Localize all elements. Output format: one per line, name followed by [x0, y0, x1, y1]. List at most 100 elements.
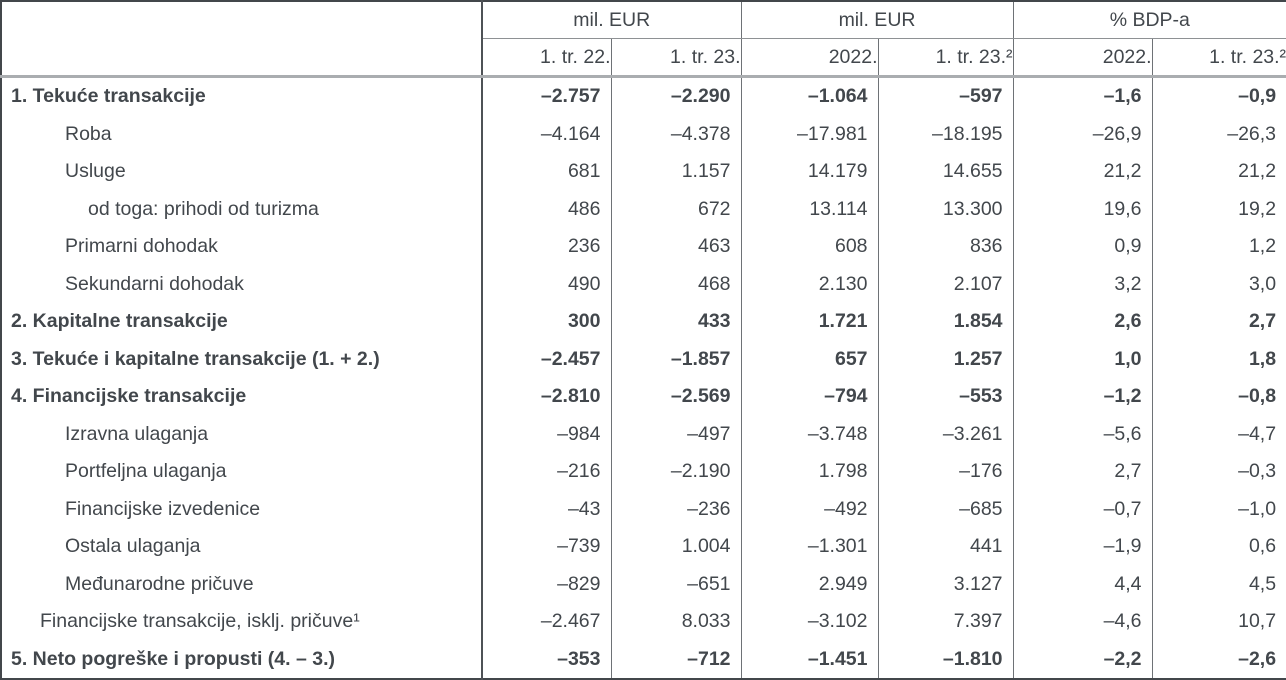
cell-value: 486 — [481, 190, 611, 228]
table-row: 5. Neto pogreške i propusti (4. – 3.) –3… — [1, 640, 1286, 679]
cell-value: 2.949 — [740, 565, 879, 603]
row-label: Financijske izvedenice — [1, 490, 483, 528]
table-row: Portfeljna ulaganja –216 –2.190 1.798 –1… — [1, 452, 1286, 491]
cell-value: –353 — [481, 640, 611, 679]
table-row: Primarni dohodak 236 463 608 836 0,9 1,2 — [1, 227, 1286, 266]
cell-value: –553 — [877, 377, 1014, 416]
cell-value: 1,8 — [1151, 340, 1286, 378]
col-header-2022: 2022. — [740, 38, 879, 78]
header-group-row: mil. EUR mil. EUR % BDP-a — [1, 1, 1286, 78]
cell-value: 3.127 — [877, 565, 1014, 603]
row-label: Međunarodne pričuve — [1, 565, 483, 603]
cell-value: –2,2 — [1012, 640, 1153, 679]
col-group-header-pct-bdp: % BDP-a — [1012, 1, 1286, 39]
row-label: 4. Financijske transakcije — [1, 377, 483, 416]
cell-value: –18.195 — [877, 115, 1014, 153]
cell-value: –26,3 — [1151, 115, 1286, 153]
cell-value: –2.810 — [481, 377, 611, 416]
cell-value: 19,6 — [1012, 190, 1153, 228]
col-header-1tr23-pct-sup2: 1. tr. 23.² — [1151, 38, 1286, 78]
cell-value: 836 — [877, 227, 1014, 266]
row-label: Izravna ulaganja — [1, 415, 483, 453]
cell-value: 1.854 — [877, 302, 1014, 341]
table-row: Izravna ulaganja –984 –497 –3.748 –3.261… — [1, 415, 1286, 453]
cell-value: –794 — [740, 377, 879, 416]
row-label: 2. Kapitalne transakcije — [1, 302, 483, 341]
cell-value: 14.179 — [740, 153, 879, 191]
row-label: 3. Tekuće i kapitalne transakcije (1. + … — [1, 340, 483, 378]
cell-value: 441 — [877, 527, 1014, 566]
corner-cell — [1, 1, 483, 78]
cell-value: 463 — [610, 227, 742, 266]
cell-value: –4,6 — [1012, 602, 1153, 641]
table-row: Usluge 681 1.157 14.179 14.655 21,2 21,2 — [1, 153, 1286, 191]
cell-value: –0,9 — [1151, 76, 1286, 116]
cell-value: –17.981 — [740, 115, 879, 153]
cell-value: –1.301 — [740, 527, 879, 566]
col-header-1tr22: 1. tr. 22. — [481, 38, 611, 78]
cell-value: 1.798 — [740, 452, 879, 491]
cell-value: 490 — [481, 265, 611, 303]
cell-value: 657 — [740, 340, 879, 378]
cell-value: –2.757 — [481, 76, 611, 116]
cell-value: –176 — [877, 452, 1014, 491]
row-label: Financijske transakcije, isklj. pričuve¹ — [1, 602, 483, 641]
cell-value: –4.378 — [610, 115, 742, 153]
row-label: 1. Tekuće transakcije — [1, 76, 483, 116]
cell-value: 468 — [610, 265, 742, 303]
table-row: 1. Tekuće transakcije –2.757 –2.290 –1.0… — [1, 76, 1286, 116]
cell-value: –1.857 — [610, 340, 742, 378]
cell-value: 433 — [610, 302, 742, 341]
cell-value: 1,2 — [1151, 227, 1286, 266]
cell-value: 4,4 — [1012, 565, 1153, 603]
cell-value: 10,7 — [1151, 602, 1286, 641]
cell-value: 2.130 — [740, 265, 879, 303]
cell-value: –984 — [481, 415, 611, 453]
cell-value: –0,8 — [1151, 377, 1286, 416]
cell-value: 1,0 — [1012, 340, 1153, 378]
cell-value: 14.655 — [877, 153, 1014, 191]
cell-value: –1,6 — [1012, 76, 1153, 116]
cell-value: –2.190 — [610, 452, 742, 491]
cell-value: 21,2 — [1151, 153, 1286, 191]
cell-value: 3,0 — [1151, 265, 1286, 303]
table-row: Roba –4.164 –4.378 –17.981 –18.195 –26,9… — [1, 115, 1286, 153]
cell-value: 19,2 — [1151, 190, 1286, 228]
cell-value: –3.102 — [740, 602, 879, 641]
header-subcol-row: 1. tr. 22. 1. tr. 23. 2022. 1. tr. 23.² … — [1, 38, 1286, 78]
table-row: 2. Kapitalne transakcije 300 433 1.721 1… — [1, 302, 1286, 341]
cell-value: –43 — [481, 490, 611, 528]
cell-value: 1.004 — [610, 527, 742, 566]
table-row: Ostala ulaganja –739 1.004 –1.301 441 –1… — [1, 527, 1286, 566]
cell-value: 608 — [740, 227, 879, 266]
cell-value: –3.261 — [877, 415, 1014, 453]
cell-value: –2.457 — [481, 340, 611, 378]
row-label: Primarni dohodak — [1, 227, 483, 266]
cell-value: –1,0 — [1151, 490, 1286, 528]
cell-value: –3.748 — [740, 415, 879, 453]
cell-value: –712 — [610, 640, 742, 679]
cell-value: 0,6 — [1151, 527, 1286, 566]
cell-value: –739 — [481, 527, 611, 566]
table-row: 3. Tekuće i kapitalne transakcije (1. + … — [1, 340, 1286, 378]
col-header-2022-pct: 2022. — [1012, 38, 1153, 78]
cell-value: 681 — [481, 153, 611, 191]
cell-value: –216 — [481, 452, 611, 491]
cell-value: –2.290 — [610, 76, 742, 116]
cell-value: –497 — [610, 415, 742, 453]
cell-value: 2,7 — [1151, 302, 1286, 341]
cell-value: 8.033 — [610, 602, 742, 641]
cell-value: –685 — [877, 490, 1014, 528]
col-group-header-mil-eur-annual: mil. EUR — [740, 1, 1014, 39]
cell-value: –597 — [877, 76, 1014, 116]
cell-value: –1,2 — [1012, 377, 1153, 416]
row-label: Sekundarni dohodak — [1, 265, 483, 303]
cell-value: 21,2 — [1012, 153, 1153, 191]
cell-value: –1,9 — [1012, 527, 1153, 566]
cell-value: –4.164 — [481, 115, 611, 153]
cell-value: 2,7 — [1012, 452, 1153, 491]
cell-value: –5,6 — [1012, 415, 1153, 453]
cell-value: –1.810 — [877, 640, 1014, 679]
table-row: Financijske izvedenice –43 –236 –492 –68… — [1, 490, 1286, 528]
